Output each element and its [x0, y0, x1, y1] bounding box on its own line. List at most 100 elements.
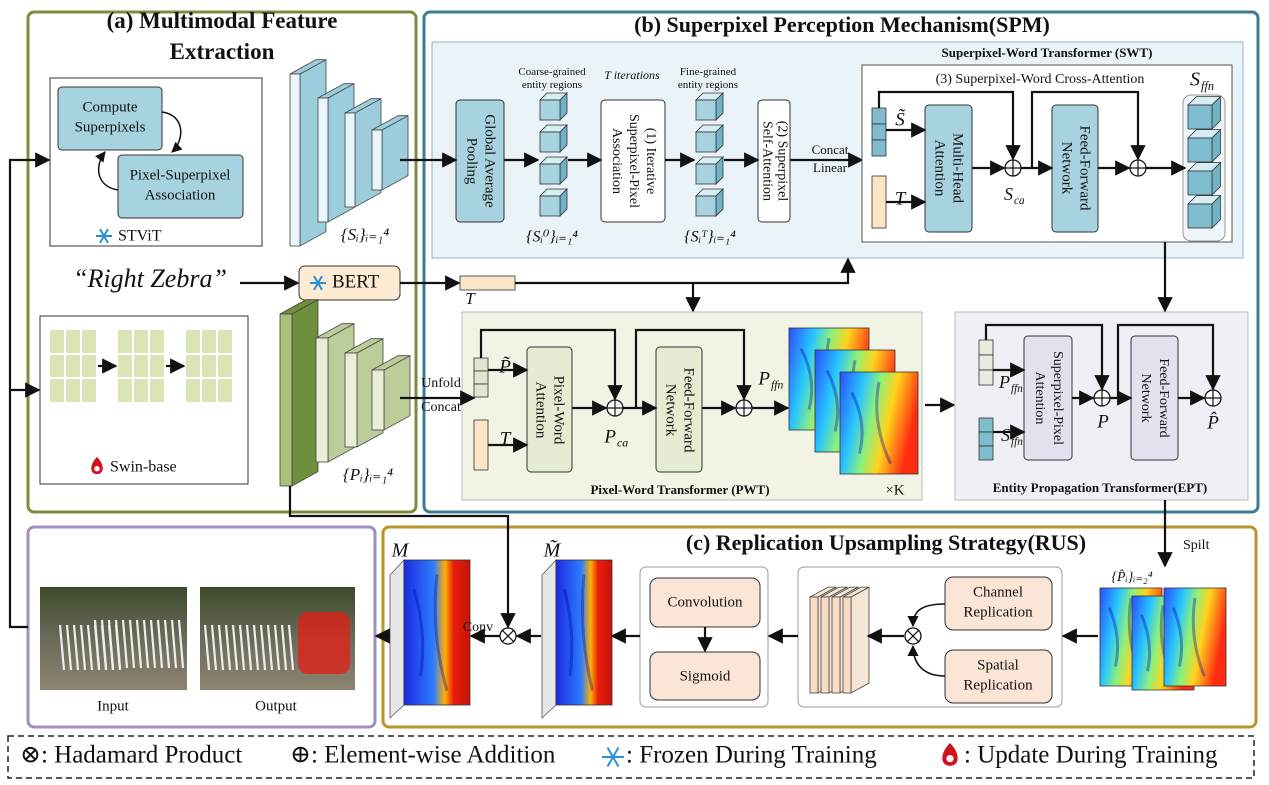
label: “Right Zebra”	[73, 264, 227, 293]
zebra-stripe	[72, 624, 80, 671]
feature-slab	[842, 596, 852, 694]
arrow	[1116, 323, 1221, 398]
zebra-stripe	[114, 619, 122, 669]
token	[473, 383, 489, 398]
label: Input	[97, 698, 129, 714]
label: Superpixels	[75, 119, 146, 135]
cube	[1187, 137, 1213, 163]
cube	[695, 99, 717, 121]
label: P	[1096, 411, 1109, 432]
zebra-stripe	[231, 624, 239, 671]
grid-icon	[50, 330, 96, 402]
label: Attention	[932, 140, 948, 197]
cube	[539, 131, 561, 153]
cube	[539, 163, 561, 185]
zebra-stripe	[79, 624, 87, 671]
zebra-stripe	[170, 619, 178, 669]
math-symbol: S	[1190, 69, 1200, 91]
frozen-icon	[606, 746, 620, 768]
label: (1) Iterative	[643, 128, 658, 194]
label: M	[391, 540, 410, 562]
label: T iterations	[604, 68, 660, 82]
label: {Sᵢ}ᵢ₌₁⁴	[341, 225, 389, 244]
label: Network	[663, 384, 679, 437]
zebra-stripe	[121, 619, 129, 669]
zebra-stripe	[287, 624, 295, 671]
zebra-stripe	[203, 624, 211, 671]
panel-title: (a) Multimodal Feature	[107, 8, 338, 33]
product-op	[906, 629, 920, 643]
mask-slab	[541, 558, 557, 719]
label: T	[500, 428, 512, 449]
arrow	[515, 257, 856, 285]
legend-entry: : Frozen During Training	[626, 742, 877, 769]
math-symbol-sub: ffn	[1011, 436, 1023, 448]
label: Channel	[973, 584, 1023, 600]
cube	[695, 163, 717, 185]
arrow	[877, 90, 1021, 161]
heatmap	[850, 381, 893, 465]
t-token	[473, 419, 489, 471]
frozen-icon	[99, 228, 109, 244]
label: (2) Superpixel	[774, 121, 789, 202]
cube	[539, 99, 561, 121]
heatmap	[1163, 587, 1227, 687]
t-token	[459, 275, 516, 291]
label: Replication	[963, 677, 1033, 693]
label: {Sᵢ⁰}ᵢ₌₁⁴	[526, 229, 578, 246]
zebra-stripe	[135, 619, 143, 669]
frozen-icon	[313, 275, 323, 291]
math-symbol: P	[757, 368, 770, 389]
arrow	[984, 323, 1110, 391]
legend-entry: ⊕: Element-wise Addition	[290, 742, 556, 769]
cube	[539, 195, 561, 217]
label: Multi-Head	[950, 133, 966, 203]
heatmap	[839, 371, 919, 475]
zebra-stripe	[280, 624, 288, 671]
add-op	[1005, 160, 1021, 176]
label: Global Average	[482, 114, 498, 208]
mask-map	[555, 559, 613, 706]
label: Pixel-Word	[551, 376, 567, 445]
feature-slab	[371, 129, 383, 191]
label: S̃	[895, 109, 906, 130]
label: Association	[145, 187, 216, 203]
label: Association	[609, 128, 624, 194]
math-symbol: S	[1001, 425, 1010, 445]
arrow	[634, 328, 752, 408]
mask-map	[412, 574, 449, 691]
arrow	[479, 328, 623, 401]
label: {Sᵢᵀ}ᵢ₌₁⁴	[684, 229, 736, 246]
label: Replication	[963, 604, 1033, 620]
zebra-stripe	[142, 619, 150, 669]
label: P̂	[1206, 412, 1219, 433]
zebra-stripe	[156, 619, 164, 669]
zebra-stripe	[224, 624, 232, 671]
label: Network	[1059, 142, 1075, 195]
feature-slab	[809, 596, 819, 694]
token	[871, 139, 887, 157]
math-symbol-sub: ffn	[771, 378, 784, 391]
zebra-stripe	[252, 624, 260, 671]
zebra-stripe	[149, 619, 157, 669]
label: Entity Propagation Transformer(EPT)	[993, 480, 1208, 495]
token	[871, 123, 887, 141]
label: Network	[1138, 374, 1153, 423]
token	[978, 445, 994, 461]
token	[978, 339, 994, 356]
label: Output	[255, 698, 298, 714]
math-symbol-sub: ffn	[1011, 383, 1023, 395]
math-symbol-sub: ca	[617, 436, 628, 449]
label: Superpixel-Pixel	[1050, 351, 1065, 445]
mask-slab	[389, 558, 405, 719]
cube	[695, 195, 717, 217]
arrow	[1030, 90, 1146, 168]
cube	[1187, 203, 1213, 229]
label: Superpixel-Word Transformer (SWT)	[942, 45, 1153, 60]
segmentation-mask	[298, 612, 350, 674]
label: M̃	[543, 538, 562, 561]
label: Convolution	[667, 594, 743, 610]
label: {Pᵢ}ᵢ₌₁⁴	[343, 465, 393, 484]
zebra-stripe	[65, 624, 73, 671]
